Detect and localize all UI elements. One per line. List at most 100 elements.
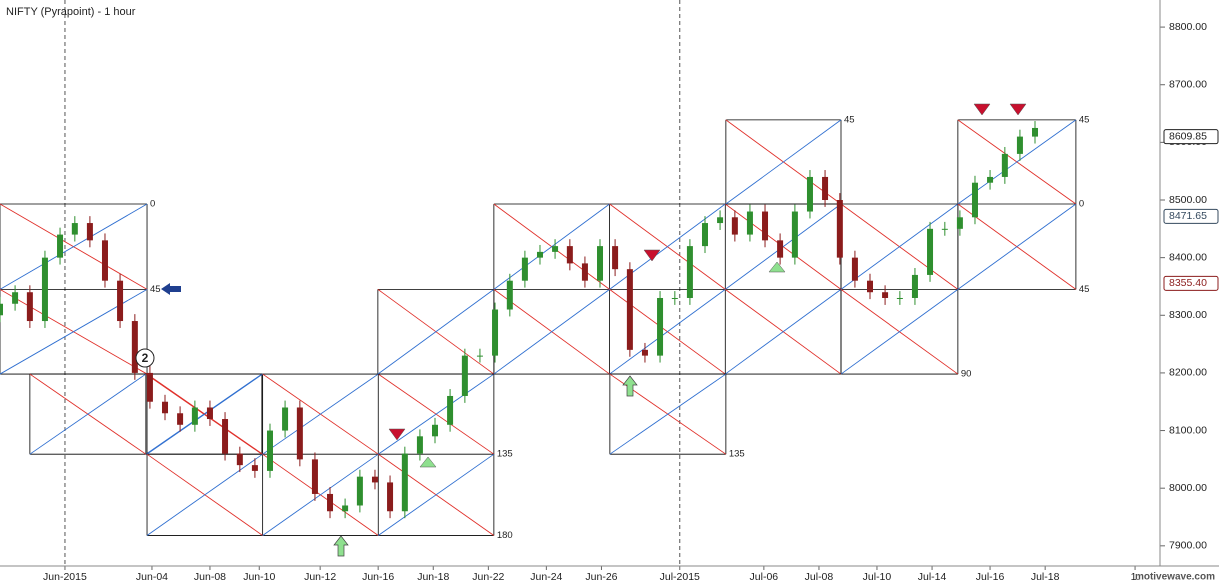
candle-body xyxy=(282,407,289,431)
candle-body xyxy=(911,274,918,298)
x-tick-label: Jul-06 xyxy=(750,571,779,583)
price-tag-label: 8355.40 xyxy=(1169,277,1207,289)
candle-body xyxy=(762,211,769,241)
candle-body xyxy=(236,453,243,466)
candle-body xyxy=(506,280,513,310)
candle-body xyxy=(1016,136,1023,154)
pyrapoint-label: 45 xyxy=(150,284,161,295)
pyrapoint-label: 45 xyxy=(1079,114,1090,125)
price-tag-label: 8609.85 xyxy=(1169,130,1207,142)
candle-body xyxy=(401,453,408,512)
level-arrow xyxy=(161,283,181,295)
candle-body xyxy=(86,223,93,241)
x-tick-label: Jun-08 xyxy=(194,571,226,583)
candle-body xyxy=(941,228,948,230)
pyrapoint-diagonal-up xyxy=(957,203,1077,290)
candle-body xyxy=(296,407,303,460)
up-arrow xyxy=(333,535,349,557)
candle-body xyxy=(311,459,318,494)
y-tick-label: 8700.00 xyxy=(1169,79,1207,91)
pyrapoint-label: 45 xyxy=(844,114,855,125)
candle-body xyxy=(117,280,124,322)
candle-body xyxy=(612,246,619,270)
candle-body xyxy=(581,263,588,281)
y-tick-label: 8300.00 xyxy=(1169,309,1207,321)
sell-marker xyxy=(1009,103,1027,116)
pyrapoint-label: 45 xyxy=(1079,284,1090,295)
candle-body xyxy=(882,292,889,298)
x-tick-label: Jul-08 xyxy=(805,571,834,583)
candle-body xyxy=(791,211,798,258)
x-tick-label: 1. xyxy=(1131,571,1140,583)
candle-body xyxy=(971,182,978,218)
candle-body xyxy=(371,476,378,483)
sell-marker xyxy=(973,103,991,116)
candle-body xyxy=(461,355,468,396)
price-tag-label: 8471.65 xyxy=(1169,210,1207,222)
candle-body xyxy=(597,246,604,281)
candle-body xyxy=(12,292,19,304)
x-tick-label: Jun-2015 xyxy=(43,571,87,583)
candle-body xyxy=(387,482,394,512)
pyrapoint-diagonal-up xyxy=(146,373,263,455)
pyrapoint-diagonal-up xyxy=(146,453,263,536)
price-tag-box xyxy=(1163,129,1219,145)
axis-layer: 7900.00 8000.00 8100.00 8200.00 8300.00 8400.… xyxy=(43,21,1219,583)
candle-body xyxy=(566,246,573,264)
buy-marker xyxy=(768,261,786,273)
chart-title: NIFTY (Pyrapoint) - 1 hour xyxy=(6,6,136,18)
x-tick-label: Jun-04 xyxy=(136,571,168,583)
candle-body xyxy=(356,476,363,506)
x-tick-label: Jun-18 xyxy=(417,571,449,583)
candle-body xyxy=(641,349,648,356)
pyrapoint-diagonal-up xyxy=(262,373,379,455)
candle-body xyxy=(177,413,184,425)
x-tick-label: Jun-10 xyxy=(243,571,275,583)
watermark: motivewave.com xyxy=(1135,572,1215,583)
sell-marker xyxy=(388,428,406,441)
y-tick-label: 8400.00 xyxy=(1169,251,1207,263)
candle-body xyxy=(686,246,693,298)
x-tick-label: Jul-16 xyxy=(976,571,1005,583)
candle-body xyxy=(806,176,813,212)
candle-body xyxy=(206,407,213,420)
candle-body xyxy=(191,407,198,425)
candle-layer xyxy=(0,121,1039,519)
candle-body xyxy=(552,246,559,252)
candle-body xyxy=(131,321,138,373)
x-tick-label: Jul-10 xyxy=(863,571,892,583)
up-arrow xyxy=(622,375,638,397)
sell-marker xyxy=(643,249,661,262)
candle-body xyxy=(536,251,543,258)
pyrapoint-diagonal-up xyxy=(0,203,148,290)
candle-body xyxy=(162,401,169,414)
x-tick-label: Jul-14 xyxy=(918,571,947,583)
y-tick-label: 8000.00 xyxy=(1169,482,1207,494)
candle-body xyxy=(492,309,499,356)
pyrapoint-diagonal-up xyxy=(840,203,959,290)
candle-body xyxy=(26,292,33,322)
wave-label: 2 xyxy=(142,351,149,365)
x-tick-label: Jul-18 xyxy=(1031,571,1060,583)
candle-body xyxy=(851,257,858,281)
x-tick-label: Jun-16 xyxy=(362,571,394,583)
candle-body xyxy=(71,223,78,235)
price-tag-box xyxy=(1163,208,1219,224)
pyrapoint-diagonal-up xyxy=(725,119,842,205)
candle-body xyxy=(416,436,423,454)
pyrapoint-diagonal-up xyxy=(377,288,495,375)
pyrapoint-diagonal-up xyxy=(377,453,495,536)
x-tick-label: Jun-22 xyxy=(472,571,504,583)
x-tick-label: Jun-12 xyxy=(304,571,336,583)
candle-body xyxy=(266,430,273,471)
pyrapoint-label: 0 xyxy=(1079,199,1084,210)
candle-body xyxy=(746,211,753,235)
candle-body xyxy=(867,280,873,293)
pyrapoint-diagonal-up xyxy=(609,288,726,375)
candle-body xyxy=(657,297,664,356)
pyrapoint-label: 135 xyxy=(497,449,513,460)
price-tag-box xyxy=(1163,275,1219,291)
pyrapoint-diagonal-up xyxy=(378,373,495,455)
